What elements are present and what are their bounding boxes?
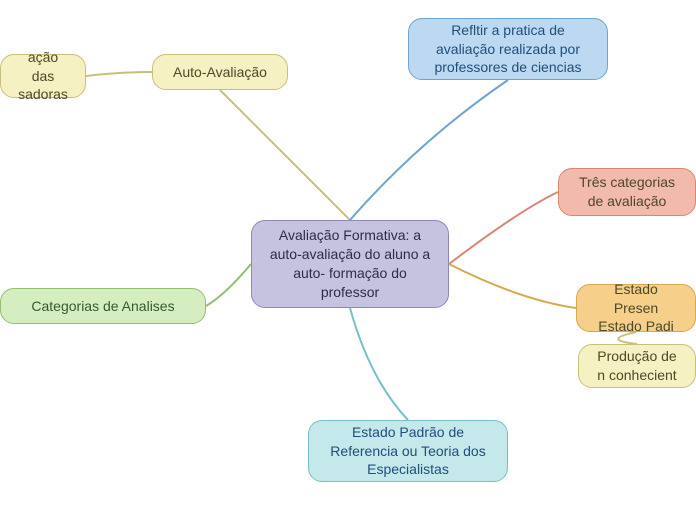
node-n7[interactable]: Produção de n conhecient — [578, 344, 696, 388]
node-n8[interactable]: Estado Padrão de Referencia ou Teoria do… — [308, 420, 508, 482]
node-n3[interactable]: Refltir a pratica de avaliação realizada… — [408, 18, 608, 80]
edge-center-n2 — [220, 90, 350, 220]
edge-center-n4 — [449, 192, 558, 264]
edge-n2-n1 — [86, 72, 152, 76]
node-n6-label: Estado Presen Estado Padi — [591, 280, 681, 337]
node-center-label: Avaliação Formativa: a auto-avaliação do… — [266, 226, 434, 302]
node-n4-label: Três categorias de avaliação — [573, 173, 681, 211]
node-n1[interactable]: ação das sadoras — [0, 54, 86, 98]
edge-center-n8 — [350, 308, 408, 420]
node-n7-label: Produção de n conhecient — [593, 347, 681, 385]
node-n2[interactable]: Auto-Avaliação — [152, 54, 288, 90]
node-n2-label: Auto-Avaliação — [173, 63, 267, 82]
node-n3-label: Refltir a pratica de avaliação realizada… — [423, 21, 593, 78]
edge-center-n3 — [350, 80, 508, 220]
node-n6[interactable]: Estado Presen Estado Padi — [576, 284, 696, 332]
edge-center-n5 — [206, 264, 251, 306]
node-n5-label: Categorias de Analises — [31, 297, 174, 316]
node-center[interactable]: Avaliação Formativa: a auto-avaliação do… — [251, 220, 449, 308]
node-n8-label: Estado Padrão de Referencia ou Teoria do… — [323, 423, 493, 480]
node-n5[interactable]: Categorias de Analises — [0, 288, 206, 324]
edge-center-n6 — [449, 264, 576, 308]
node-n1-label: ação das sadoras — [15, 48, 71, 105]
node-n4[interactable]: Três categorias de avaliação — [558, 168, 696, 216]
